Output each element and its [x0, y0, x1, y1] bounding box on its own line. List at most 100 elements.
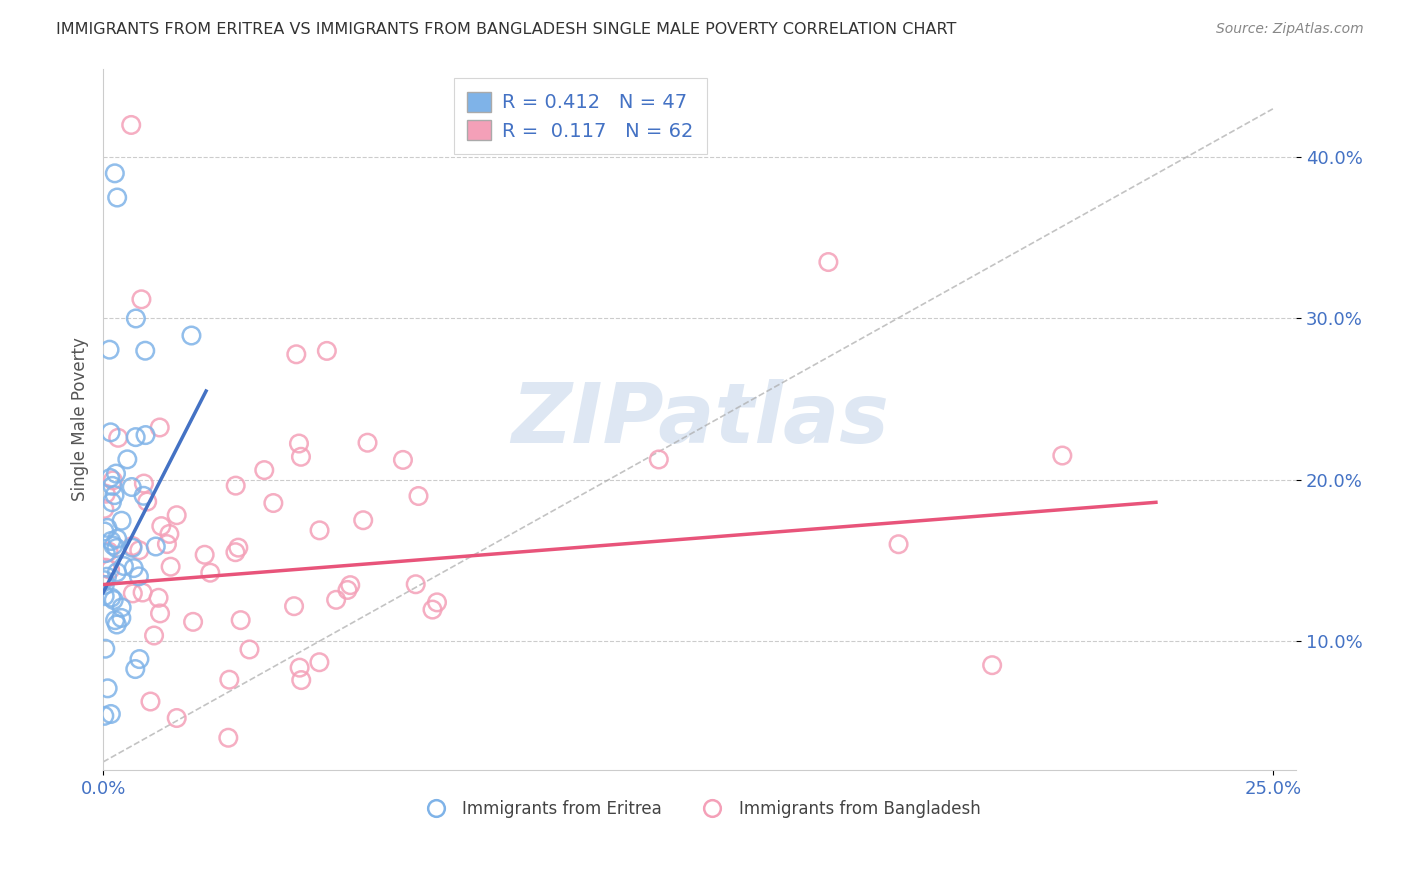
Point [392, 453, 415, 467]
Point [408, 489, 430, 503]
Point [93, 578, 115, 592]
Point [131, 293, 153, 307]
Point [149, 607, 172, 621]
Point [93, 502, 115, 516]
Point [93, 573, 115, 587]
Point [226, 541, 249, 555]
Point [229, 613, 252, 627]
Point [124, 662, 146, 676]
Point [128, 543, 150, 558]
Point [157, 527, 180, 541]
Point [238, 642, 260, 657]
Point [422, 602, 444, 616]
Point [283, 599, 305, 614]
Point [112, 559, 135, 574]
Point [166, 711, 188, 725]
Point [94, 560, 117, 574]
Point [122, 561, 145, 575]
Y-axis label: Single Male Poverty: Single Male Poverty [72, 337, 89, 501]
Text: ZIPatlas: ZIPatlas [510, 379, 889, 459]
Point [315, 343, 337, 358]
Point [121, 480, 143, 494]
Point [121, 586, 143, 600]
Point [217, 731, 239, 745]
Point [149, 420, 172, 434]
Point [225, 478, 247, 492]
Point [96, 570, 118, 584]
Point [145, 540, 167, 554]
Point [105, 541, 128, 555]
Point [352, 513, 374, 527]
Point [93, 524, 115, 539]
Point [128, 569, 150, 583]
Point [117, 452, 139, 467]
Point [94, 487, 117, 501]
Point [97, 681, 120, 696]
Point [120, 118, 142, 132]
Point [93, 589, 115, 603]
Point [356, 435, 378, 450]
Point [200, 566, 222, 580]
Point [136, 494, 159, 508]
Point [325, 592, 347, 607]
Point [131, 585, 153, 599]
Point [110, 514, 132, 528]
Point [817, 255, 839, 269]
Point [648, 452, 671, 467]
Point [100, 533, 122, 548]
Point [125, 311, 148, 326]
Point [104, 467, 127, 481]
Point [93, 709, 115, 723]
Point [103, 593, 125, 607]
Point [98, 563, 121, 577]
Point [150, 519, 173, 533]
Point [290, 450, 312, 464]
Point [100, 425, 122, 440]
Point [105, 617, 128, 632]
Point [156, 537, 179, 551]
Point [139, 694, 162, 708]
Point [887, 537, 910, 551]
Point [135, 428, 157, 442]
Point [290, 673, 312, 687]
Point [107, 431, 129, 445]
Point [132, 489, 155, 503]
Point [308, 524, 330, 538]
Point [218, 673, 240, 687]
Point [98, 343, 121, 357]
Point [97, 544, 120, 558]
Point [166, 508, 188, 523]
Point [110, 611, 132, 625]
Point [105, 566, 128, 580]
Point [180, 328, 202, 343]
Point [100, 591, 122, 605]
Point [132, 476, 155, 491]
Point [98, 471, 121, 485]
Point [94, 546, 117, 560]
Point [124, 430, 146, 444]
Text: IMMIGRANTS FROM ERITREA VS IMMIGRANTS FROM BANGLADESH SINGLE MALE POVERTY CORREL: IMMIGRANTS FROM ERITREA VS IMMIGRANTS FR… [56, 22, 956, 37]
Point [981, 658, 1004, 673]
Point [336, 582, 359, 597]
Point [101, 495, 124, 509]
Point [101, 474, 124, 488]
Point [148, 591, 170, 605]
Point [288, 436, 311, 450]
Point [181, 615, 204, 629]
Point [339, 578, 361, 592]
Point [285, 347, 308, 361]
Point [159, 559, 181, 574]
Point [288, 660, 311, 674]
Point [405, 577, 427, 591]
Point [143, 628, 166, 642]
Point [96, 521, 118, 535]
Point [308, 655, 330, 669]
Point [105, 532, 128, 546]
Point [134, 343, 156, 358]
Point [94, 641, 117, 656]
Point [103, 488, 125, 502]
Point [111, 600, 134, 615]
Text: Source: ZipAtlas.com: Source: ZipAtlas.com [1216, 22, 1364, 37]
Point [253, 463, 276, 477]
Point [101, 479, 124, 493]
